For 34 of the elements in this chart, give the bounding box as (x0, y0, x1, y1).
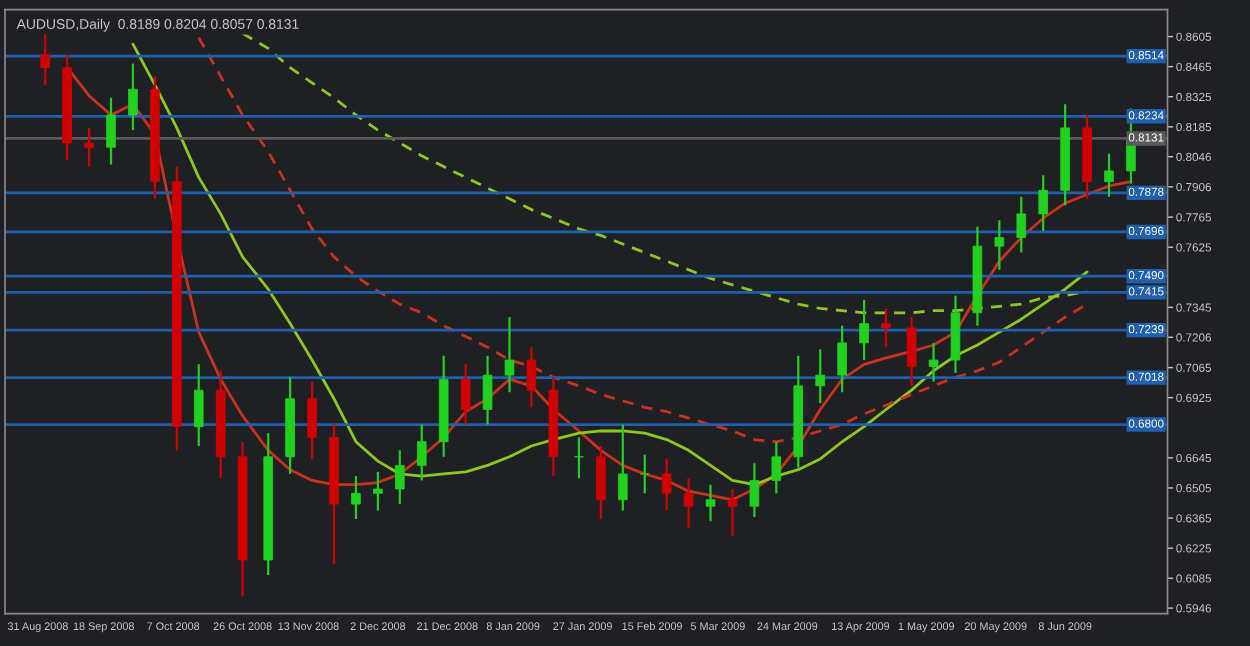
candlestick (881, 307, 891, 349)
candlestick (416, 423, 427, 482)
candlestick (128, 62, 138, 132)
candlestick (859, 298, 869, 362)
candlestick (395, 449, 405, 506)
candlestick (373, 470, 383, 512)
candlestick (106, 96, 116, 166)
candlestick (1016, 195, 1027, 254)
candlestick (1038, 174, 1049, 233)
candlestick (749, 462, 760, 519)
candlestick (526, 346, 537, 409)
candlestick (771, 440, 782, 495)
candlestick (618, 423, 628, 512)
candlestick (596, 444, 606, 521)
candlestick (837, 324, 847, 394)
candlestick (950, 294, 961, 375)
candlestick (661, 457, 672, 512)
candlestick (193, 363, 204, 448)
candlestick (928, 341, 939, 383)
candlestick (1104, 152, 1114, 198)
candlestick (40, 32, 51, 87)
candlestick (84, 126, 94, 168)
candlestick (307, 380, 317, 461)
candlestick (994, 219, 1005, 271)
candlestick (727, 487, 738, 538)
candlestick (815, 348, 826, 405)
candlestick (482, 354, 493, 426)
candlestick (351, 475, 361, 521)
candlestick (504, 315, 515, 394)
candlestick (683, 477, 694, 529)
candlestick (906, 315, 917, 387)
candlestick (460, 363, 471, 426)
candlestick (639, 453, 650, 495)
candlestick (705, 483, 716, 523)
